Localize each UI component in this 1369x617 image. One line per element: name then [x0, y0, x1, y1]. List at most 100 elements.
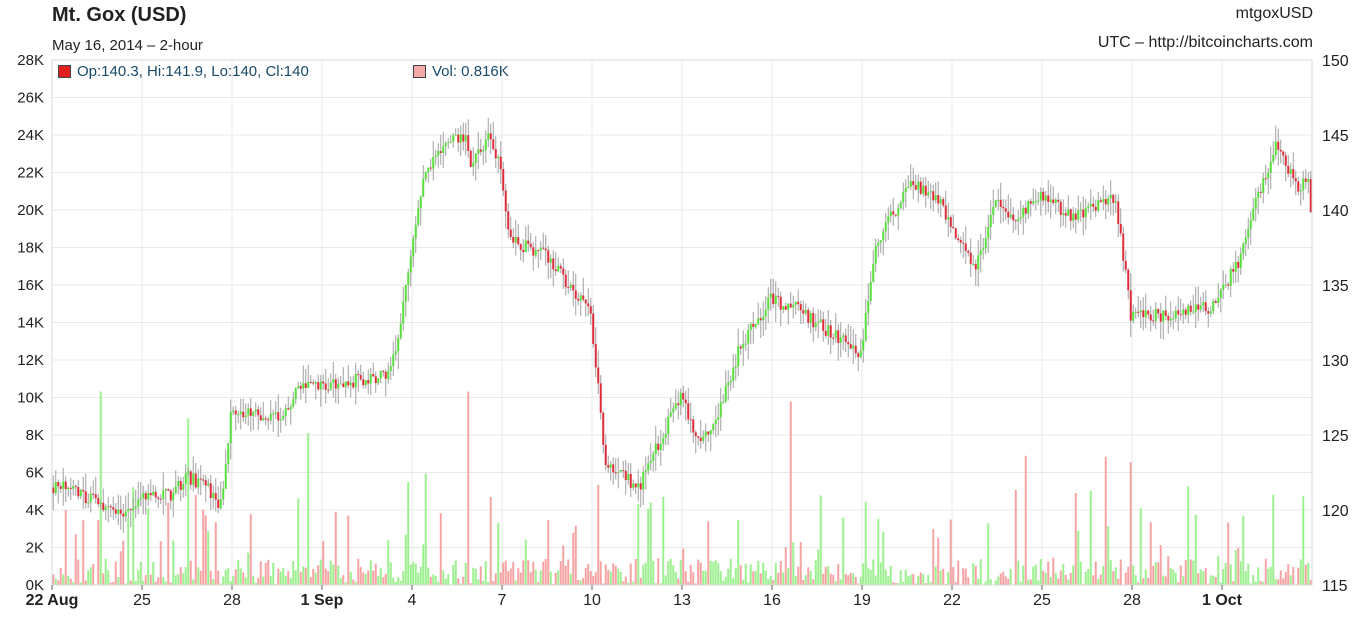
candle-body	[874, 245, 877, 264]
candle-body	[909, 181, 912, 187]
candle-body	[1134, 311, 1137, 313]
candle-body	[359, 375, 362, 380]
candle-body	[489, 133, 492, 140]
candle-body	[169, 490, 172, 501]
candle-body	[867, 300, 870, 313]
volume-bar	[179, 567, 182, 585]
candle-body	[887, 216, 890, 223]
candle-body	[59, 486, 62, 489]
candle-body	[1089, 203, 1092, 207]
volume-bar	[1234, 550, 1237, 585]
volume-bar	[1272, 494, 1275, 585]
candle-body	[969, 252, 972, 265]
x-tick-label: 1 Sep	[301, 592, 344, 609]
x-tick-label: 16	[763, 592, 781, 609]
candle-body	[877, 242, 880, 246]
volume-bar	[424, 473, 427, 585]
candle-body	[717, 417, 720, 420]
volume-bar	[1132, 565, 1135, 585]
volume-bar	[467, 391, 470, 585]
candle-body	[707, 431, 710, 435]
volume-bar	[1157, 562, 1160, 585]
volume-bar	[1124, 572, 1127, 585]
volume-bar	[1249, 583, 1252, 585]
candle-body	[232, 410, 235, 412]
candle-body	[767, 297, 770, 310]
volume-bar	[339, 578, 342, 585]
candle-body	[327, 389, 330, 391]
candle-body	[749, 323, 752, 331]
volume-bar	[379, 568, 382, 585]
volume-bar	[644, 562, 647, 585]
volume-bar	[274, 583, 277, 585]
y-price-tick-label: 115	[1322, 578, 1348, 595]
candle-body	[744, 343, 747, 345]
volume-bar	[104, 558, 107, 585]
volume-bar	[404, 534, 407, 585]
candle-body	[1004, 208, 1007, 212]
volume-bar	[1202, 571, 1205, 585]
volume-bar	[802, 580, 805, 585]
volume-bar	[1204, 567, 1207, 585]
volume-bar	[949, 519, 952, 585]
volume-bar	[692, 572, 695, 585]
x-tick-label: 22	[943, 592, 961, 609]
volume-bar	[887, 575, 890, 585]
volume-bar	[907, 576, 910, 585]
volume-bar	[1099, 574, 1102, 585]
candle-body	[209, 483, 212, 499]
candle-body	[1094, 206, 1097, 211]
volume-bar	[1277, 579, 1280, 585]
volume-bar	[1232, 581, 1235, 585]
volume-bar	[532, 561, 535, 585]
volume-bar	[394, 581, 397, 585]
volume-bar	[459, 583, 462, 585]
candle-body	[1177, 310, 1180, 315]
x-tick-label: 19	[853, 592, 871, 609]
y-volume-tick-label: 26K	[17, 90, 44, 107]
volume-bar	[957, 560, 960, 585]
volume-bar	[319, 559, 322, 585]
volume-bar	[822, 573, 825, 585]
volume-bar	[524, 539, 527, 585]
volume-bar	[209, 570, 212, 585]
candle-body	[682, 392, 685, 400]
candle-body	[964, 243, 967, 251]
volume-bar	[429, 576, 432, 585]
candle-body	[84, 491, 87, 504]
volume-bar	[142, 580, 145, 585]
volume-bar	[59, 567, 62, 585]
candle-body	[884, 222, 887, 232]
candle-body	[829, 325, 832, 338]
candle-body	[384, 371, 387, 379]
candle-body	[537, 249, 540, 251]
candle-body	[527, 240, 530, 244]
volume-bar	[464, 562, 467, 585]
candle-body	[272, 413, 275, 415]
volume-bar	[74, 534, 77, 585]
candle-body	[307, 381, 310, 388]
candle-body	[1167, 315, 1170, 321]
candle-body	[172, 492, 175, 501]
volume-bar	[774, 562, 777, 585]
volume-bar	[112, 581, 115, 585]
candle-body	[752, 323, 755, 327]
candle-body	[57, 482, 60, 487]
volume-bar	[69, 578, 72, 585]
volume-bar	[389, 562, 392, 585]
candle-body	[334, 379, 337, 389]
candle-body	[1042, 191, 1045, 201]
volume-bar	[934, 566, 937, 585]
candle-body	[1247, 228, 1250, 238]
candle-body	[1087, 206, 1090, 209]
candle-body	[1262, 178, 1265, 193]
chart-subtitle: May 16, 2014 – 2-hour	[52, 37, 203, 54]
candle-body	[392, 354, 395, 367]
volume-bar	[362, 572, 365, 585]
candle-body	[939, 199, 942, 204]
volume-bar	[974, 565, 977, 585]
candle-body	[229, 411, 232, 444]
volume-bar	[717, 563, 720, 585]
candle-body	[394, 351, 397, 355]
